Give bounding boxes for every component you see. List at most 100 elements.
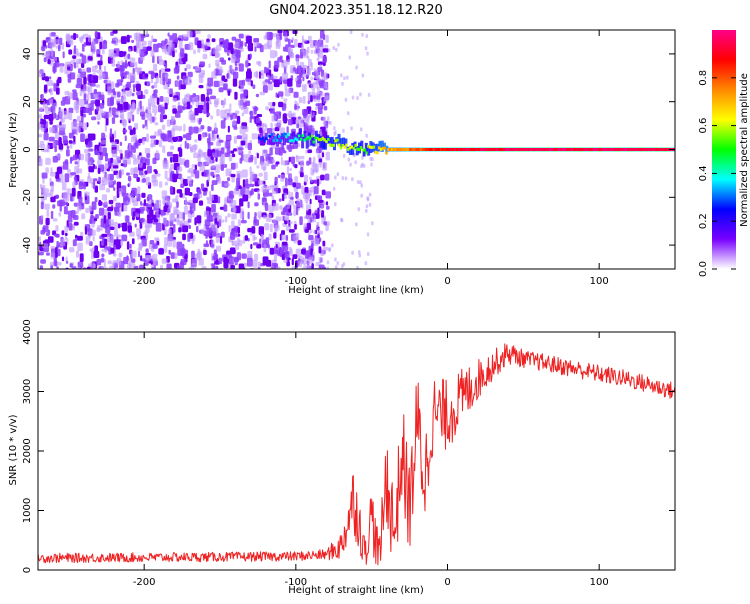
noise-speckle: [235, 66, 238, 71]
noise-speckle: [107, 206, 113, 212]
noise-speckle: [301, 249, 306, 255]
noise-speckle: [146, 165, 152, 174]
noise-speckle: [56, 166, 62, 174]
noise-speckle: [66, 188, 71, 195]
noise-speckle: [350, 126, 353, 131]
noise-speckle: [163, 84, 169, 90]
noise-speckle: [45, 107, 51, 114]
noise-speckle: [306, 67, 311, 76]
ridge-core: [652, 148, 656, 151]
noise-speckle: [120, 114, 124, 119]
noise-speckle: [176, 75, 180, 80]
noise-speckle: [145, 106, 152, 115]
noise-speckle: [150, 139, 156, 148]
ridge-core: [538, 148, 541, 151]
noise-speckle: [356, 180, 360, 185]
noise-speckle: [297, 116, 302, 120]
noise-speckle: [106, 80, 111, 85]
noise-speckle: [253, 38, 260, 43]
noise-speckle: [119, 65, 124, 72]
noise-speckle: [315, 149, 319, 154]
noise-speckle: [197, 109, 203, 114]
ridge-core: [649, 148, 652, 151]
noise-speckle: [334, 257, 337, 262]
noise-speckle: [109, 157, 114, 164]
noise-speckle: [128, 180, 132, 187]
ridge-core: [574, 148, 577, 151]
noise-speckle: [220, 120, 226, 129]
noise-speckle: [56, 87, 60, 95]
ridge-core: [338, 143, 341, 147]
noise-speckle: [296, 102, 299, 111]
noise-speckle: [299, 73, 303, 79]
noise-speckle: [230, 162, 236, 170]
noise-speckle: [326, 205, 330, 210]
noise-speckle: [230, 232, 236, 240]
noise-speckle: [184, 187, 190, 196]
noise-speckle: [277, 174, 281, 179]
noise-speckle: [258, 226, 264, 236]
noise-speckle: [137, 234, 141, 240]
noise-speckle: [233, 256, 239, 263]
noise-speckle: [307, 262, 310, 267]
ridge-core: [631, 148, 634, 151]
noise-speckle: [223, 83, 228, 90]
noise-speckle: [66, 145, 70, 150]
noise-speckle: [93, 218, 98, 222]
noise-speckle: [132, 200, 139, 207]
noise-speckle: [53, 66, 56, 74]
noise-speckle: [178, 173, 183, 179]
ridge-core: [632, 148, 636, 151]
noise-speckle: [41, 184, 46, 194]
ridge-core: [647, 148, 650, 151]
noise-speckle: [131, 92, 135, 97]
noise-speckle: [144, 224, 150, 229]
noise-speckle: [227, 177, 231, 182]
noise-speckle: [99, 103, 105, 109]
noise-speckle: [314, 209, 318, 214]
noise-speckle: [145, 158, 150, 166]
noise-speckle: [81, 55, 87, 64]
ridge-core: [643, 148, 647, 151]
noise-speckle: [52, 218, 58, 222]
noise-speckle: [112, 88, 115, 95]
noise-speckle: [240, 186, 246, 196]
noise-speckle: [177, 105, 183, 113]
noise-speckle: [254, 202, 259, 207]
noise-speckle: [90, 133, 94, 141]
noise-speckle: [205, 96, 210, 102]
noise-speckle: [247, 142, 252, 151]
noise-speckle: [301, 84, 306, 92]
noise-speckle: [145, 248, 149, 253]
noise-speckle: [150, 135, 156, 139]
noise-speckle: [278, 198, 282, 202]
noise-speckle: [241, 133, 248, 140]
noise-speckle: [322, 162, 328, 171]
noise-speckle: [237, 226, 240, 234]
noise-speckle: [328, 248, 331, 252]
noise-speckle: [85, 207, 89, 214]
noise-speckle: [369, 156, 372, 161]
noise-speckle: [69, 247, 75, 253]
noise-speckle: [88, 74, 93, 83]
noise-speckle: [141, 139, 145, 145]
ridge-core: [314, 136, 317, 140]
noise-speckle: [103, 215, 107, 224]
ridge-core: [591, 148, 594, 151]
noise-speckle: [104, 249, 108, 253]
noise-speckle: [91, 222, 95, 228]
noise-speckle: [175, 80, 180, 87]
noise-speckle: [190, 147, 192, 151]
noise-speckle: [68, 107, 74, 114]
ridge-core: [603, 148, 607, 151]
noise-speckle: [123, 256, 127, 265]
noise-speckle: [360, 193, 363, 198]
noise-speckle: [185, 93, 191, 98]
ridge-core: [481, 148, 485, 151]
noise-speckle: [115, 202, 121, 208]
ridge-core: [365, 151, 368, 155]
noise-speckle: [200, 94, 206, 102]
noise-speckle: [146, 46, 152, 51]
noise-speckle: [154, 122, 159, 126]
noise-speckle: [295, 155, 298, 160]
